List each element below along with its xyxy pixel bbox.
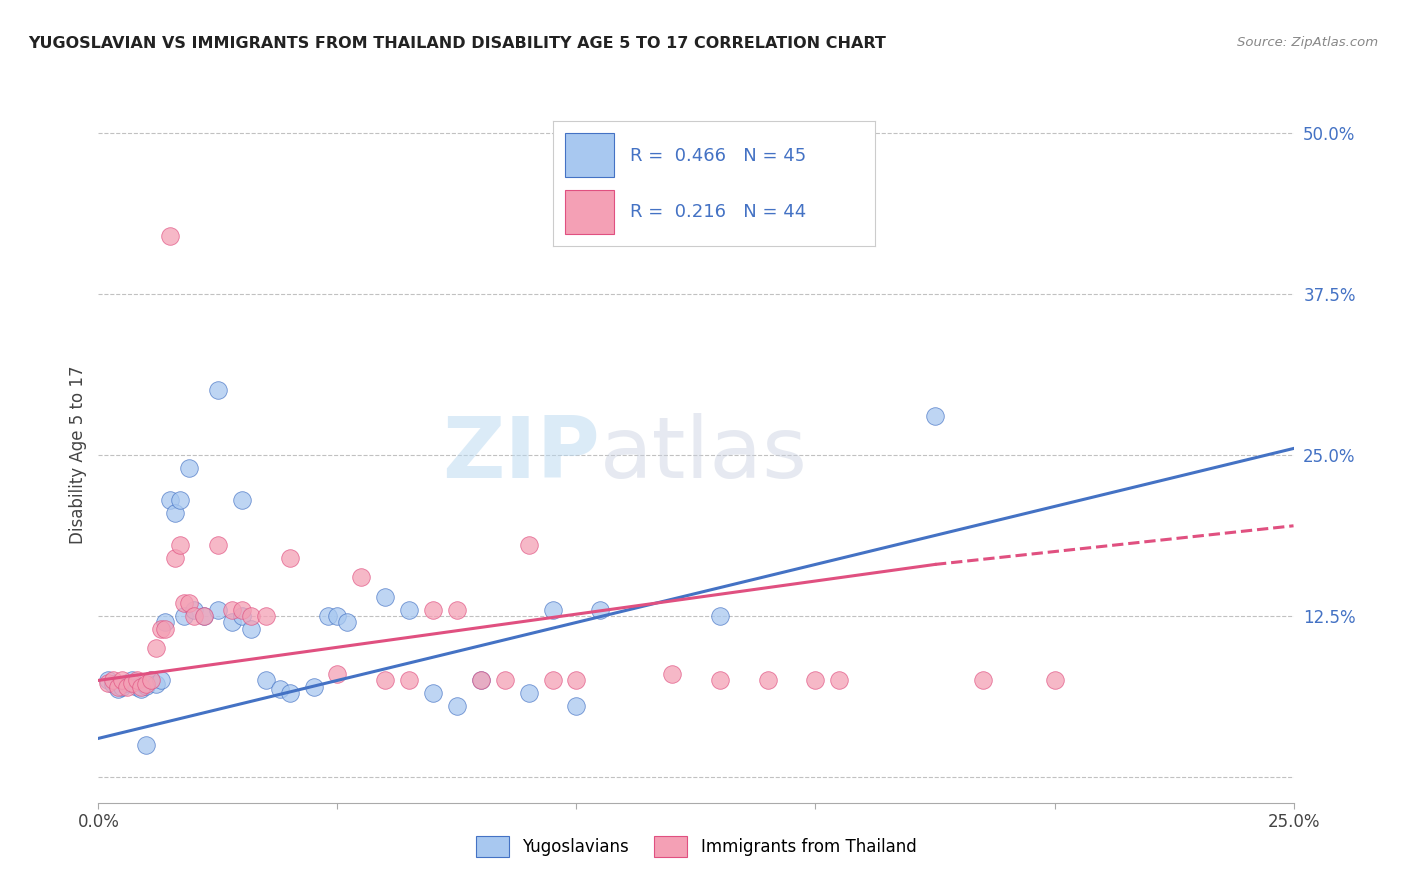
Point xyxy=(135,738,157,752)
Point xyxy=(326,667,349,681)
Point xyxy=(139,673,162,688)
Point xyxy=(446,602,468,616)
Point xyxy=(163,506,186,520)
Point xyxy=(149,673,172,688)
Point xyxy=(565,699,588,714)
Point xyxy=(709,609,731,624)
Point xyxy=(231,493,253,508)
Point xyxy=(179,460,201,475)
Point xyxy=(254,673,277,688)
Text: Source: ZipAtlas.com: Source: ZipAtlas.com xyxy=(1237,36,1378,49)
Point xyxy=(422,602,444,616)
Point xyxy=(470,673,492,688)
Point xyxy=(101,677,124,691)
Point xyxy=(97,676,120,690)
Point xyxy=(173,609,195,624)
Point xyxy=(145,641,167,656)
Point xyxy=(1043,673,1066,688)
Point xyxy=(398,673,420,688)
Point xyxy=(336,615,359,630)
Point xyxy=(350,570,373,584)
Point xyxy=(517,538,540,552)
Point xyxy=(115,680,138,694)
Point xyxy=(541,602,564,616)
Point xyxy=(221,615,243,630)
Point xyxy=(316,609,339,624)
Point xyxy=(240,622,263,636)
Point xyxy=(470,673,492,688)
Point xyxy=(107,682,129,697)
Point xyxy=(101,673,124,688)
Point xyxy=(107,680,129,694)
Point xyxy=(121,673,143,688)
Point xyxy=(145,677,167,691)
Point xyxy=(972,673,994,688)
Point xyxy=(159,493,181,508)
Point xyxy=(179,596,201,610)
Point xyxy=(374,673,396,688)
Point xyxy=(756,673,779,688)
Point xyxy=(278,686,301,700)
Point xyxy=(924,409,946,424)
Point xyxy=(231,602,253,616)
Point xyxy=(131,680,153,694)
Point xyxy=(446,699,468,714)
Point xyxy=(326,609,349,624)
Y-axis label: Disability Age 5 to 17: Disability Age 5 to 17 xyxy=(69,366,87,544)
Point xyxy=(804,673,827,688)
Point xyxy=(374,590,396,604)
Text: YUGOSLAVIAN VS IMMIGRANTS FROM THAILAND DISABILITY AGE 5 TO 17 CORRELATION CHART: YUGOSLAVIAN VS IMMIGRANTS FROM THAILAND … xyxy=(28,36,886,51)
Point xyxy=(231,609,253,624)
Point xyxy=(125,680,148,694)
Point xyxy=(207,538,229,552)
Point xyxy=(302,680,325,694)
Point xyxy=(135,679,157,693)
Point xyxy=(207,384,229,398)
Point xyxy=(111,673,134,688)
Point xyxy=(121,676,143,690)
Point xyxy=(589,602,612,616)
Point xyxy=(155,615,177,630)
Point xyxy=(125,673,148,688)
Point xyxy=(221,602,243,616)
Point xyxy=(131,682,153,697)
Point xyxy=(661,667,683,681)
Point xyxy=(183,602,205,616)
Point xyxy=(169,493,191,508)
Legend: Yugoslavians, Immigrants from Thailand: Yugoslavians, Immigrants from Thailand xyxy=(468,830,924,864)
Point xyxy=(709,673,731,688)
Point xyxy=(135,677,157,691)
Point xyxy=(193,609,215,624)
Point xyxy=(193,609,215,624)
Point xyxy=(111,680,134,694)
Point xyxy=(115,676,138,690)
Point xyxy=(278,551,301,566)
Point xyxy=(494,673,516,688)
Point xyxy=(139,673,162,688)
Text: ZIP: ZIP xyxy=(443,413,600,497)
Point xyxy=(828,673,851,688)
Point xyxy=(159,228,181,243)
Point xyxy=(155,622,177,636)
Point xyxy=(422,686,444,700)
Point xyxy=(269,682,291,697)
Point xyxy=(254,609,277,624)
Point xyxy=(173,596,195,610)
Point xyxy=(240,609,263,624)
Point xyxy=(207,602,229,616)
Point xyxy=(97,673,120,688)
Text: atlas: atlas xyxy=(600,413,808,497)
Point xyxy=(163,551,186,566)
Point xyxy=(517,686,540,700)
Point xyxy=(565,673,588,688)
Point xyxy=(149,622,172,636)
Point xyxy=(541,673,564,688)
Point xyxy=(398,602,420,616)
Point xyxy=(183,609,205,624)
Point xyxy=(169,538,191,552)
